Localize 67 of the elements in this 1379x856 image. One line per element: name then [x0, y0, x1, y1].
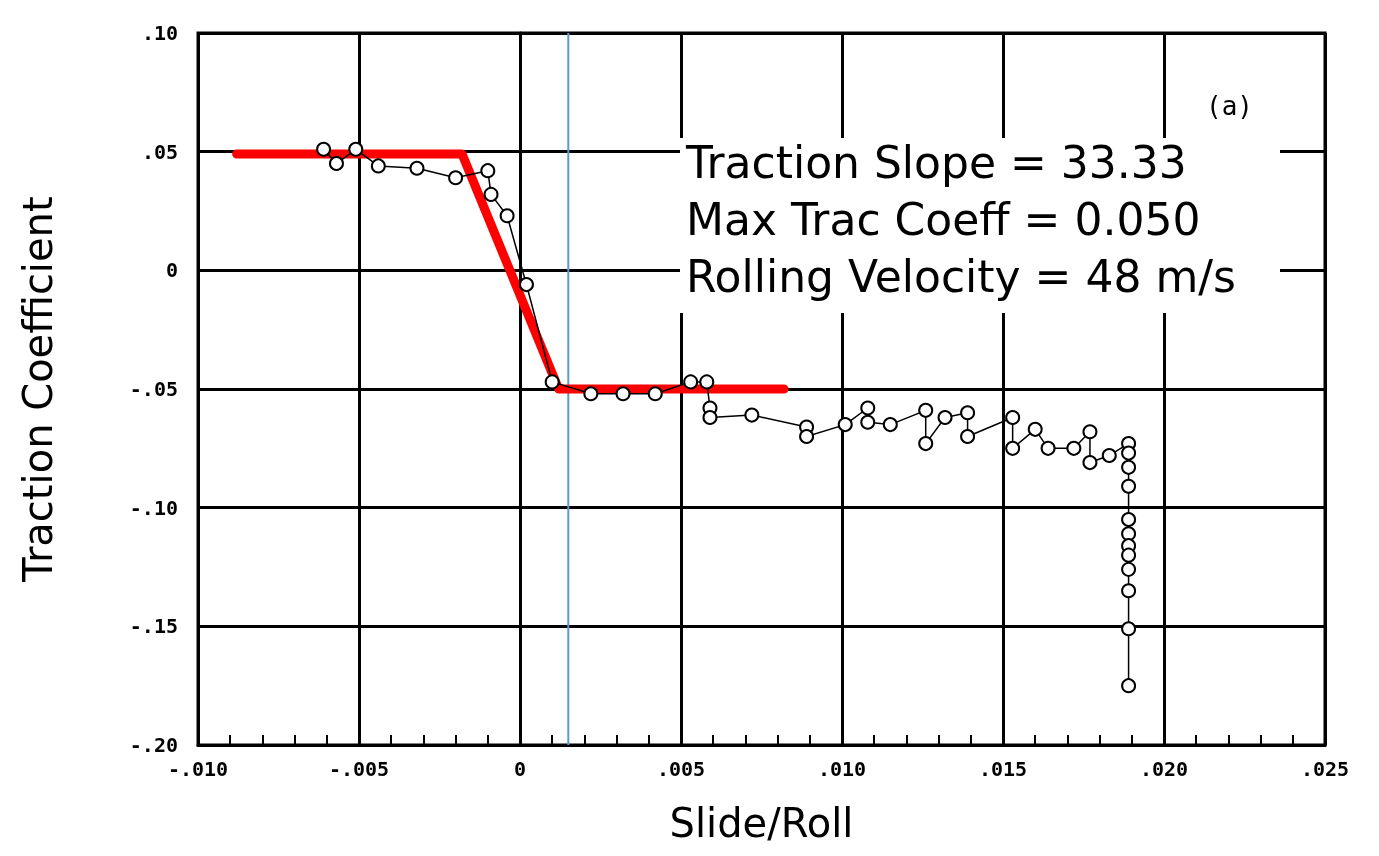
point — [882, 417, 898, 433]
point — [1121, 445, 1137, 461]
point — [647, 386, 663, 402]
point — [1121, 621, 1137, 637]
point — [960, 428, 976, 444]
y-tick-label: -.15 — [129, 614, 178, 639]
point — [1121, 459, 1137, 475]
y-tick-label: 0 — [165, 258, 178, 283]
x-tick-label: .020 — [1139, 757, 1189, 781]
point — [583, 386, 599, 402]
point — [1121, 526, 1137, 542]
point — [1040, 440, 1056, 456]
point — [860, 414, 876, 430]
annotation: Traction Slope = 33.33 — [685, 136, 1187, 188]
x-tick-label: -.005 — [328, 757, 390, 781]
point — [483, 186, 499, 202]
point — [1082, 455, 1098, 471]
point — [499, 208, 515, 224]
y-tick-label: -.05 — [129, 377, 178, 401]
point — [1121, 583, 1137, 599]
point — [409, 160, 425, 176]
point — [316, 141, 332, 157]
point — [1066, 440, 1082, 456]
point — [1121, 547, 1137, 563]
point — [1082, 424, 1098, 440]
y-tick-label: .10 — [141, 21, 178, 45]
point — [1101, 447, 1117, 463]
point — [1121, 678, 1137, 694]
point — [370, 158, 386, 174]
annotation: (a) — [1206, 91, 1253, 121]
point — [1121, 512, 1137, 528]
point — [918, 436, 934, 452]
point — [544, 374, 560, 390]
point — [702, 409, 718, 425]
point — [1121, 561, 1137, 577]
x-axis-title: Slide/Roll — [669, 800, 854, 846]
point — [799, 428, 815, 444]
x-tick-label: -.010 — [167, 757, 229, 781]
point — [837, 417, 853, 433]
point — [328, 156, 344, 172]
point — [699, 374, 715, 390]
x-tick-label: .025 — [1300, 757, 1350, 781]
y-tick-label: .05 — [141, 139, 178, 164]
point — [348, 141, 364, 157]
x-tick-label: .005 — [656, 757, 706, 781]
annotation: Rolling Velocity = 48 m/s — [686, 250, 1237, 302]
point — [744, 407, 760, 423]
point — [937, 409, 953, 425]
point — [1027, 421, 1043, 437]
y-axis-title: Traction Coefficient — [15, 196, 61, 583]
x-tick-label: 0 — [513, 757, 527, 781]
point — [918, 402, 934, 418]
point — [615, 386, 631, 402]
point — [480, 163, 496, 179]
y-tick-label: -.20 — [129, 733, 178, 757]
y-tick-label: -.10 — [129, 495, 178, 520]
point — [1005, 409, 1021, 425]
point — [960, 405, 976, 421]
point — [1005, 440, 1021, 456]
point — [683, 374, 699, 390]
x-tick-label: .015 — [978, 757, 1028, 781]
annotation: Max Trac Coeff = 0.050 — [686, 193, 1201, 245]
point — [1121, 478, 1137, 494]
point — [860, 400, 876, 416]
x-tick-label: .010 — [817, 757, 867, 781]
point — [518, 277, 534, 293]
point — [448, 170, 464, 186]
